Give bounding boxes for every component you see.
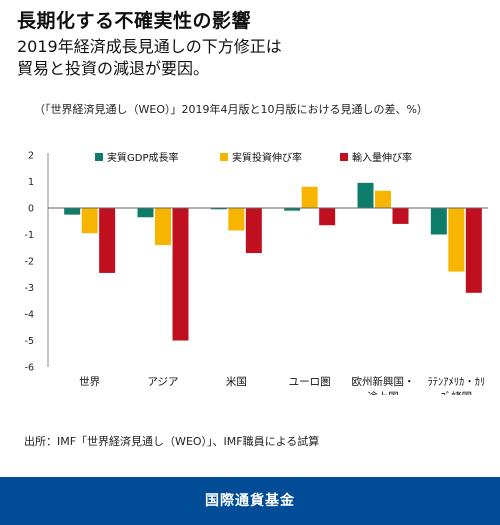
bar-2-1 bbox=[228, 208, 245, 231]
bar-1-0 bbox=[137, 208, 154, 218]
bar-5-1 bbox=[448, 208, 465, 272]
chart-subtitle: 2019年経済成長見通しの下方修正は 貿易と投資の減退が要因。 bbox=[17, 36, 282, 80]
footer-label: 国際通貨基金 bbox=[205, 493, 295, 509]
bar-5-2 bbox=[465, 208, 482, 293]
subtitle-line-2: 貿易と投資の減退が要因。 bbox=[17, 59, 210, 78]
y-tick-label-1: 1 bbox=[28, 177, 34, 188]
y-tick-label-6: -4 bbox=[25, 310, 34, 321]
source-note: 出所：IMF「世界経済見通し（WEO）」、IMF職員による試算 bbox=[24, 435, 320, 448]
x-category-label-4-1: 途上国 bbox=[367, 390, 399, 395]
legend-swatch-0 bbox=[95, 153, 103, 161]
bar-2-0 bbox=[210, 208, 227, 210]
bar-2-2 bbox=[245, 208, 262, 254]
bar-0-1 bbox=[81, 208, 98, 234]
x-category-label-0-0: 世界 bbox=[79, 376, 100, 388]
legend-swatch-2 bbox=[340, 153, 348, 161]
bar-5-0 bbox=[430, 208, 447, 235]
chart-title: 長期化する不確実性の影響 bbox=[17, 10, 252, 32]
chart-note: （「世界経済見通し（WEO）」2019年4月版と10月版における見通しの差、%） bbox=[34, 103, 428, 116]
x-category-label-2-0: 米国 bbox=[226, 375, 247, 388]
subtitle-line-1: 2019年経済成長見通しの下方修正は bbox=[17, 37, 282, 56]
bar-0-2 bbox=[99, 208, 116, 273]
legend-swatch-1 bbox=[220, 153, 228, 161]
bar-3-1 bbox=[301, 186, 318, 208]
bar-chart: 2 1 0 -1 -2 -3 -4 -5 -6 世界 アジア 米国 ユーロ圏 欧州新興国・途上国 ﾗﾃﾝｱﾒ… bbox=[25, 151, 488, 395]
bar-4-2 bbox=[392, 208, 409, 224]
bar-1-2 bbox=[172, 208, 189, 341]
bar-1-1 bbox=[155, 208, 171, 246]
x-category-label-4-0: 欧州新興国・ bbox=[352, 375, 415, 388]
y-tick-label-2: 0 bbox=[28, 204, 34, 215]
bar-3-2 bbox=[319, 208, 336, 226]
bar-4-1 bbox=[375, 190, 391, 208]
y-tick-label-7: -5 bbox=[25, 336, 34, 347]
x-category-label-5-0: ﾗﾃﾝｱﾒﾘｶ・ｶﾘ bbox=[427, 376, 485, 388]
bar-4-0 bbox=[357, 182, 374, 208]
legend-label-1: 実質投資伸び率 bbox=[232, 151, 302, 164]
footer-bar: 国際通貨基金 bbox=[0, 477, 500, 525]
y-tick-label-0: 2 bbox=[28, 151, 34, 162]
legend-label-0: 実質GDP成長率 bbox=[107, 151, 178, 164]
x-category-label-1-0: アジア bbox=[147, 376, 178, 388]
bar-3-0 bbox=[284, 208, 301, 211]
y-tick-label-5: -3 bbox=[25, 283, 34, 294]
y-tick-label-8: -6 bbox=[25, 363, 34, 374]
legend-label-2: 輸入量伸び率 bbox=[352, 151, 412, 164]
y-tick-label-4: -2 bbox=[25, 257, 34, 268]
y-tick-label-3: -1 bbox=[25, 230, 34, 241]
x-category-label-5-1: ﾌﾞ諸国 bbox=[441, 390, 473, 395]
x-category-label-3-0: ユーロ圏 bbox=[289, 376, 331, 388]
bar-0-0 bbox=[64, 208, 81, 215]
